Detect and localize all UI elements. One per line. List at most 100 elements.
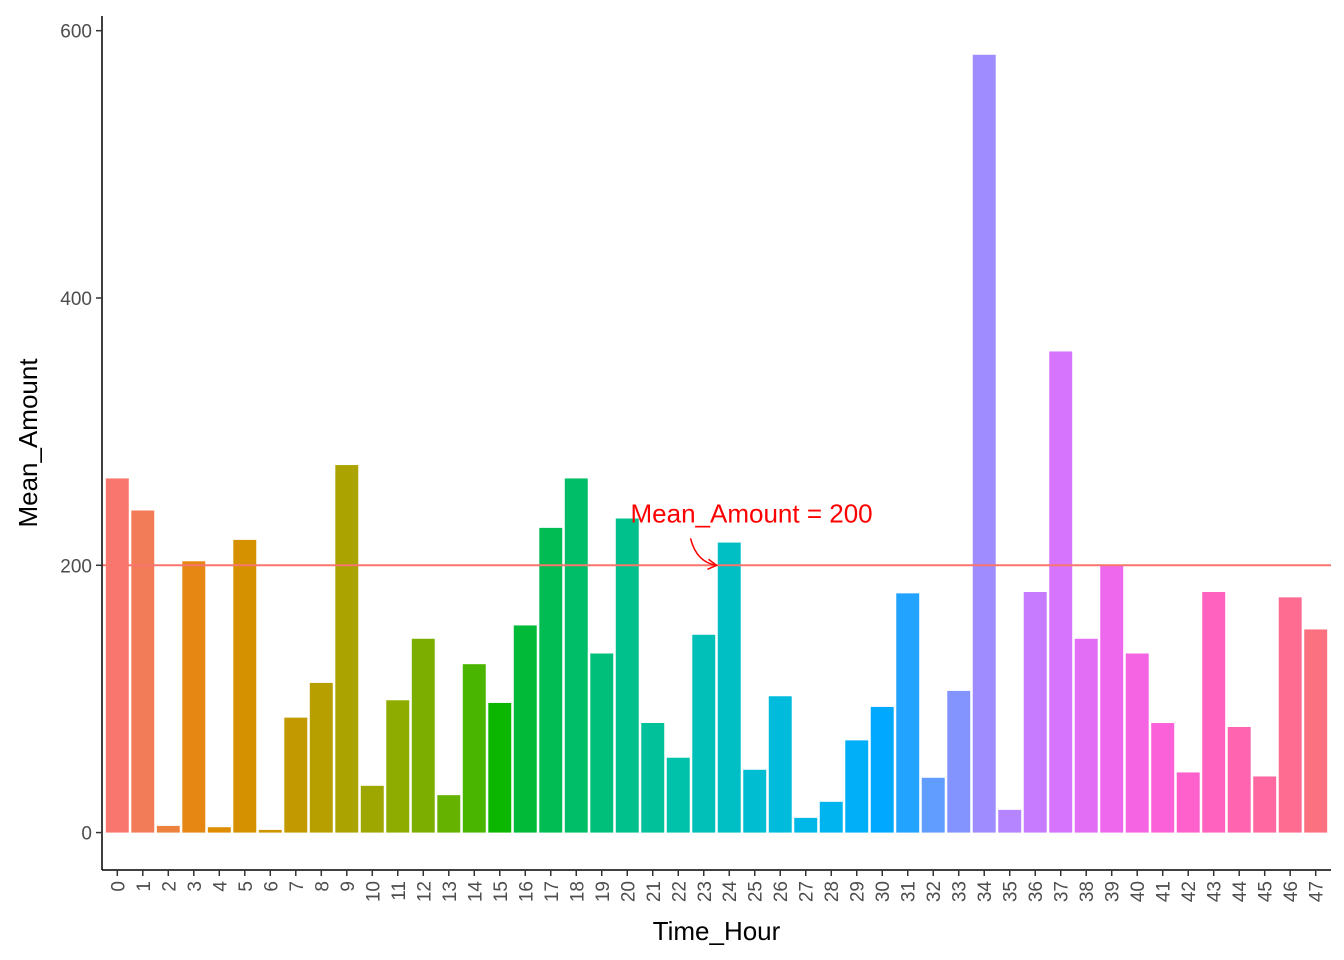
bar-hour-31 bbox=[896, 593, 920, 833]
bar-hour-35 bbox=[998, 809, 1022, 833]
annotation-arrowhead bbox=[707, 558, 718, 570]
x-tick-label: 15 bbox=[491, 881, 512, 902]
bar-hour-43 bbox=[1202, 592, 1226, 833]
x-tick-label: 16 bbox=[516, 881, 537, 902]
x-tick-label: 31 bbox=[899, 881, 920, 902]
bar-hour-15 bbox=[488, 702, 512, 833]
bar-hour-21 bbox=[641, 722, 665, 833]
x-tick-label: 7 bbox=[287, 881, 308, 892]
bar-hour-0 bbox=[105, 478, 129, 833]
bar-hour-2 bbox=[156, 825, 180, 833]
x-tick-label: 29 bbox=[848, 881, 869, 902]
bar-hour-25 bbox=[743, 769, 767, 833]
bar-hour-34 bbox=[972, 54, 996, 833]
bar-hour-13 bbox=[437, 795, 461, 833]
bar-hour-8 bbox=[309, 682, 333, 833]
x-tick-label: 18 bbox=[567, 881, 588, 902]
x-tick-label: 39 bbox=[1103, 881, 1124, 902]
x-tick-label: 20 bbox=[618, 881, 639, 902]
bar-hour-27 bbox=[794, 817, 818, 833]
bar-hour-11 bbox=[386, 700, 410, 833]
bar-hour-46 bbox=[1278, 597, 1302, 833]
bar-hour-17 bbox=[539, 527, 563, 833]
bar-hour-39 bbox=[1100, 565, 1124, 833]
bar-hour-1 bbox=[131, 510, 155, 833]
x-tick-label: 34 bbox=[975, 881, 996, 903]
x-tick-label: 5 bbox=[236, 881, 257, 892]
bar-hour-23 bbox=[692, 634, 716, 833]
bar-hour-22 bbox=[666, 757, 690, 833]
bar-hour-40 bbox=[1125, 653, 1149, 833]
y-ticks: 0 200 400 600 bbox=[60, 22, 102, 845]
bar-hour-4 bbox=[207, 827, 231, 833]
x-tick-label: 12 bbox=[414, 881, 435, 902]
x-tick-label: 2 bbox=[159, 881, 180, 892]
bar-hour-42 bbox=[1176, 772, 1200, 833]
x-tick-label: 21 bbox=[644, 881, 665, 902]
bar-hour-10 bbox=[360, 785, 384, 833]
x-tick-label: 13 bbox=[440, 881, 461, 902]
x-tick-label: 23 bbox=[695, 881, 716, 902]
x-tick-label: 24 bbox=[720, 881, 741, 903]
bar-hour-38 bbox=[1074, 638, 1098, 833]
x-tick-label: 43 bbox=[1205, 881, 1226, 902]
bar-hour-9 bbox=[335, 465, 359, 833]
bar-hour-14 bbox=[462, 664, 486, 833]
bars-group bbox=[105, 54, 1328, 833]
bar-hour-37 bbox=[1049, 351, 1073, 833]
bar-hour-12 bbox=[411, 638, 435, 833]
x-tick-label: 17 bbox=[542, 881, 563, 902]
x-tick-label: 0 bbox=[108, 881, 129, 892]
x-tick-label: 10 bbox=[363, 881, 384, 902]
x-axis-title: Time_Hour bbox=[653, 916, 781, 946]
y-tick-label: 200 bbox=[60, 556, 92, 577]
x-tick-label: 30 bbox=[873, 881, 894, 902]
x-tick-label: 1 bbox=[134, 881, 155, 892]
x-tick-label: 41 bbox=[1154, 881, 1175, 902]
bar-hour-41 bbox=[1151, 722, 1175, 833]
x-tick-label: 47 bbox=[1307, 881, 1328, 902]
bar-hour-30 bbox=[870, 706, 894, 833]
bar-hour-5 bbox=[233, 539, 257, 833]
bar-hour-32 bbox=[921, 777, 945, 833]
x-tick-label: 40 bbox=[1128, 881, 1149, 902]
annotation-label: Mean_Amount = 200 bbox=[631, 498, 873, 528]
x-tick-label: 22 bbox=[669, 881, 690, 902]
y-tick-label: 600 bbox=[60, 22, 92, 43]
bar-hour-20 bbox=[615, 518, 639, 833]
x-ticks: 0 1 2 3 4 5 6 7 8 9 10 11 12 13 14 15 16 17 18 19 20 21 22 23 24… bbox=[108, 870, 1328, 903]
bar-hour-7 bbox=[284, 717, 308, 833]
bar-hour-28 bbox=[819, 801, 843, 833]
bar-hour-45 bbox=[1253, 776, 1277, 833]
bar-hour-6 bbox=[258, 829, 282, 833]
x-tick-label: 42 bbox=[1179, 881, 1200, 902]
y-tick-label: 400 bbox=[60, 289, 92, 310]
x-tick-label: 37 bbox=[1052, 881, 1073, 902]
bar-hour-18 bbox=[564, 478, 588, 833]
bar-hour-3 bbox=[182, 561, 206, 833]
bar-hour-44 bbox=[1227, 727, 1251, 833]
y-axis-title: Mean_Amount bbox=[13, 358, 43, 528]
x-tick-label: 8 bbox=[312, 881, 333, 892]
x-tick-label: 26 bbox=[771, 881, 792, 902]
bar-hour-47 bbox=[1304, 629, 1328, 833]
x-tick-label: 36 bbox=[1026, 881, 1047, 902]
x-tick-label: 11 bbox=[389, 881, 410, 901]
x-tick-label: 3 bbox=[185, 881, 206, 892]
x-tick-label: 9 bbox=[338, 881, 359, 892]
x-tick-label: 14 bbox=[465, 881, 486, 903]
x-tick-label: 44 bbox=[1230, 881, 1251, 903]
bar-hour-24 bbox=[717, 542, 741, 833]
x-tick-label: 4 bbox=[210, 881, 231, 892]
annotation-arrow bbox=[689, 538, 717, 567]
x-tick-label: 27 bbox=[797, 881, 818, 902]
bar-hour-19 bbox=[590, 653, 614, 833]
y-tick-label: 0 bbox=[81, 824, 92, 845]
bar-hour-16 bbox=[513, 625, 537, 833]
x-tick-label: 45 bbox=[1256, 881, 1277, 902]
x-tick-label: 46 bbox=[1281, 881, 1302, 902]
x-tick-label: 19 bbox=[593, 881, 614, 902]
bar-hour-36 bbox=[1023, 592, 1047, 833]
x-tick-label: 38 bbox=[1077, 881, 1098, 902]
